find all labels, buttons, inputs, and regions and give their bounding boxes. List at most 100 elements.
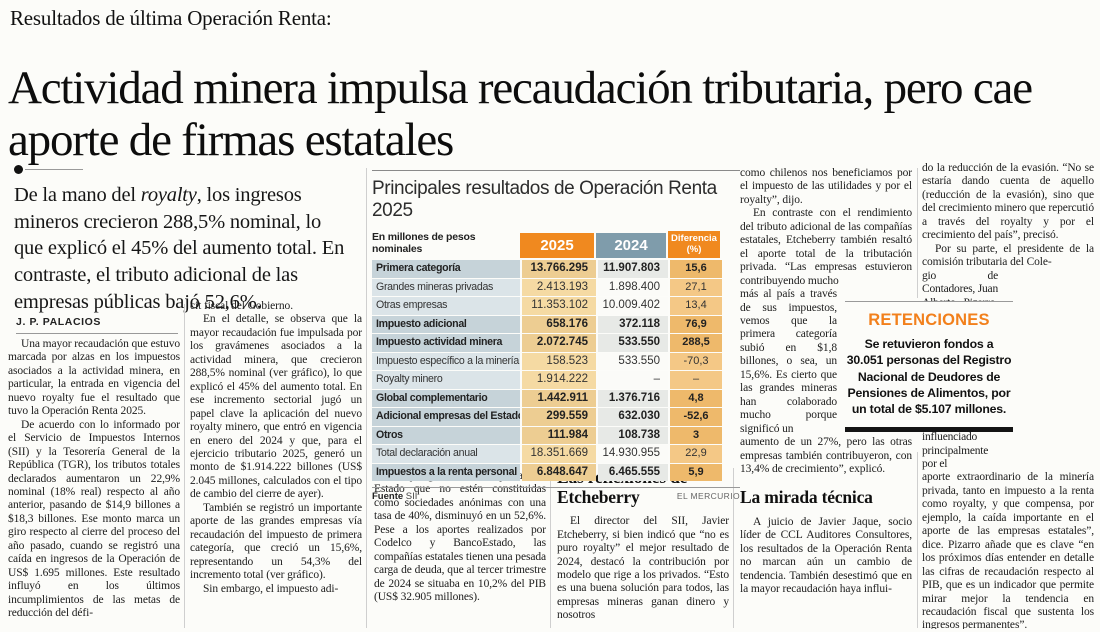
table-row: Primera categoría 13.766.295 11.907.803 … — [372, 260, 740, 278]
table-footer: Fuente SII EL MERCURIO — [372, 487, 740, 502]
lead-italic: royalty — [140, 184, 197, 206]
bottom-bar — [845, 426, 1013, 432]
table-row: Impuesto actividad minera 2.072.745 533.… — [372, 334, 740, 352]
value-diff: 3 — [670, 426, 722, 444]
row-label: Otras empresas — [372, 297, 520, 315]
table-units-note: En millones de pesos nominales — [372, 231, 476, 255]
value-2025: 2.072.745 — [522, 334, 596, 352]
body-column-5: como chilenos nos beneficiamos por el im… — [740, 167, 912, 628]
column-header-2024: 2024 — [596, 233, 666, 258]
value-diff: 22,9 — [670, 445, 722, 463]
kicker: Resultados de última Operación Renta: — [10, 6, 332, 30]
column-rule — [550, 468, 551, 628]
subheading-mirada-tecnica: La mirada técnica — [740, 487, 873, 508]
paragraph: do la reducción de la evasión. “No se es… — [922, 162, 1094, 242]
column-header-diferencia: Diferencia (%) — [668, 231, 720, 258]
table-row: Grandes mineras privadas 2.413.193 1.898… — [372, 278, 740, 296]
row-label: Global complementario — [372, 389, 520, 407]
lead-marker — [14, 164, 346, 174]
value-2025: 1.914.222 — [522, 371, 596, 389]
value-2025: 6.848.647 — [522, 463, 596, 481]
column-rule — [917, 168, 918, 298]
value-diff: 288,5 — [670, 334, 722, 352]
value-2025: 111.984 — [522, 426, 596, 444]
paragraph: como chilenos nos beneficiamos por el im… — [740, 167, 912, 206]
value-2025: 158.523 — [522, 352, 596, 370]
value-2025: 658.176 — [522, 315, 596, 333]
row-label: Grandes mineras privadas — [372, 278, 520, 296]
value-2024: 6.465.555 — [598, 463, 668, 481]
paragraph: El director del SII, Javier Etcheberry, … — [557, 515, 729, 622]
row-label: Impuesto específico a la minería — [372, 352, 520, 370]
row-label: Impuesto adicional — [372, 315, 520, 333]
rule-line — [25, 168, 83, 170]
body-column-2: cit fiscal del Gobierno. En el detalle, … — [190, 300, 362, 628]
value-2024: 533.550 — [598, 352, 668, 370]
column-rule — [366, 168, 367, 628]
row-label: Impuesto actividad minera — [372, 334, 520, 352]
value-2025: 13.766.295 — [522, 260, 596, 278]
column-rule — [184, 304, 185, 628]
lead-pre: De la mano del — [14, 184, 141, 206]
results-table: Principales resultados de Operación Rent… — [372, 170, 740, 502]
value-2025: 2.413.193 — [522, 278, 596, 296]
table-row: Global complementario 1.442.911 1.376.71… — [372, 389, 740, 407]
paragraph: aporte extraordinario de la minería priv… — [922, 471, 1094, 629]
paragraph: En contraste con el rendimiento del trib… — [740, 207, 912, 287]
table-header-row: En millones de pesos nominales 2025 2024… — [372, 231, 740, 258]
paragraph: A juicio de Javier Jaque, socio líder de… — [740, 516, 912, 596]
column-rule — [917, 452, 918, 628]
value-2025: 11.353.102 — [522, 297, 596, 315]
credit: EL MERCURIO — [676, 491, 740, 501]
table-row: Royalty minero 1.914.222 – – — [372, 371, 740, 389]
value-diff: – — [670, 371, 722, 389]
value-diff: 13,4 — [670, 297, 722, 315]
row-label: Impuestos a la renta personal — [372, 463, 520, 481]
row-label: Primera categoría — [372, 260, 520, 278]
table-row: Otros 111.984 108.738 3 — [372, 426, 740, 444]
value-2025: 1.442.911 — [522, 389, 596, 407]
table-row: Impuestos a la renta personal 6.848.647 … — [372, 463, 740, 481]
value-2024: 632.030 — [598, 408, 668, 426]
row-label: Royalty minero — [372, 371, 520, 389]
paragraph: Por su parte, el presidente de la comisi… — [922, 242, 1094, 269]
value-diff: -52,6 — [670, 408, 722, 426]
paragraph: También se registró un importante aporte… — [190, 501, 362, 582]
table-title: Principales resultados de Operación Rent… — [372, 178, 717, 221]
value-2025: 299.559 — [522, 408, 596, 426]
value-2025: 18.351.669 — [522, 445, 596, 463]
row-label: Adicional empresas del Estado — [372, 408, 520, 426]
paragraph: cit fiscal del Gobierno. — [190, 300, 293, 312]
lead-paragraph: De la mano del royalty, los ingresos min… — [14, 182, 346, 315]
source-name: SII — [405, 491, 418, 502]
paragraph-wrapped-around-box: más al país a través de sus impuestos, v… — [740, 288, 837, 435]
row-label: Otros — [372, 426, 520, 444]
paragraph: Una mayor recaudación que estuvo marcada… — [8, 338, 180, 418]
value-2024: 1.898.400 — [598, 278, 668, 296]
table-row: Total declaración anual 18.351.669 14.93… — [372, 445, 740, 463]
bullet-dot-icon — [14, 164, 23, 174]
value-diff: 4,8 — [670, 389, 722, 407]
value-diff: 5,9 — [670, 463, 722, 481]
column-rule — [733, 468, 734, 628]
paragraph: aumento de un 27%, pero las otras empres… — [740, 436, 912, 475]
paragraph: En el detalle, se observa que la mayor r… — [190, 313, 362, 501]
headline: Actividad minera impulsa recaudación tri… — [8, 62, 1033, 166]
retenciones-body: Se retuvieron fondos a 30.051 personas d… — [846, 337, 1012, 417]
column-header-2025: 2025 — [520, 233, 594, 258]
value-2024: 108.738 — [598, 426, 668, 444]
table-row: Impuesto adicional 658.176 372.118 76,9 — [372, 315, 740, 333]
paragraph: Sin embargo, el impuesto adi- — [203, 582, 339, 595]
retenciones-title: RETENCIONES — [868, 311, 990, 329]
table-row: Adicional empresas del Estado 299.559 63… — [372, 408, 740, 426]
retenciones-box: RETENCIONES Se retuvieron fondos a 30.05… — [845, 301, 1013, 432]
value-2024: 372.118 — [598, 315, 668, 333]
value-2024: 1.376.716 — [598, 389, 668, 407]
value-2024: 533.550 — [598, 334, 668, 352]
value-diff: 76,9 — [670, 315, 722, 333]
value-2024: – — [598, 371, 668, 389]
value-2024: 11.907.803 — [598, 260, 668, 278]
lead-block: De la mano del royalty, los ingresos min… — [14, 164, 346, 315]
table-row: Impuesto específico a la minería 158.523… — [372, 352, 740, 370]
source-note: Fuente SII — [372, 491, 417, 502]
